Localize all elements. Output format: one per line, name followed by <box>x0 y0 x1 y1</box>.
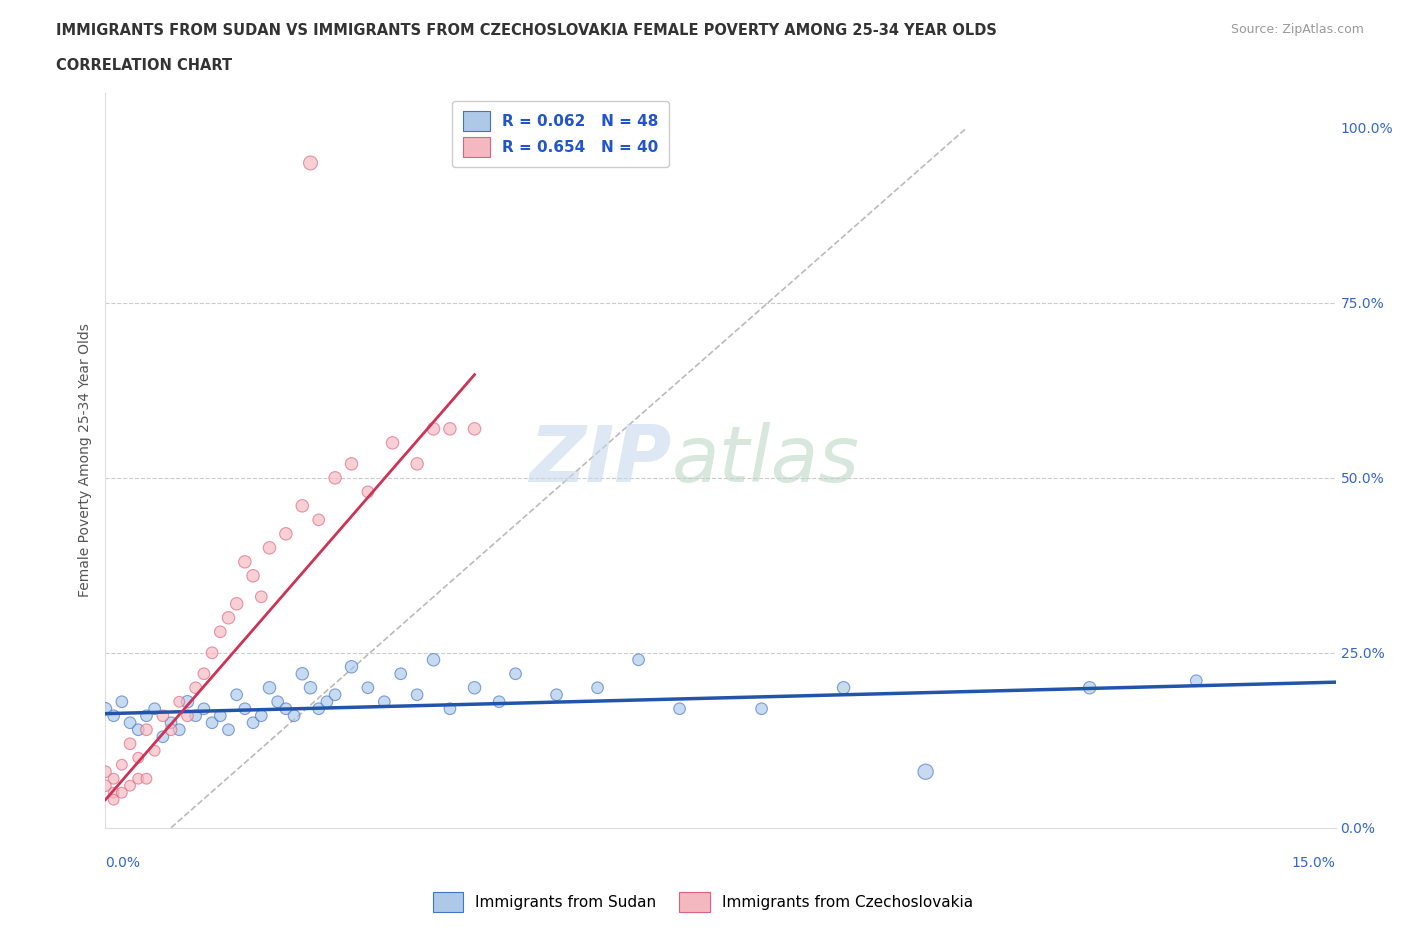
Point <box>103 792 125 807</box>
Point <box>176 695 198 710</box>
Point <box>259 540 281 555</box>
Point <box>233 554 256 569</box>
Point <box>323 687 346 702</box>
Point <box>184 681 207 696</box>
Point <box>340 659 363 674</box>
Point <box>259 681 281 696</box>
Point <box>209 624 232 639</box>
Point <box>160 715 183 730</box>
Text: CORRELATION CHART: CORRELATION CHART <box>56 58 232 73</box>
Point <box>193 701 215 716</box>
Point <box>120 778 141 793</box>
Point <box>357 485 380 499</box>
Text: atlas: atlas <box>672 422 859 498</box>
Point <box>169 723 191 737</box>
Point <box>152 709 174 724</box>
Point <box>627 652 650 667</box>
Point <box>914 764 936 779</box>
Point <box>1078 681 1101 696</box>
Point <box>242 568 264 583</box>
Point <box>308 512 330 527</box>
Point <box>357 681 380 696</box>
Point <box>135 709 157 724</box>
Point <box>169 695 191 710</box>
Point <box>464 421 486 436</box>
Point <box>546 687 568 702</box>
Point <box>94 778 117 793</box>
Point <box>120 715 141 730</box>
Point <box>143 701 166 716</box>
Text: IMMIGRANTS FROM SUDAN VS IMMIGRANTS FROM CZECHOSLOVAKIA FEMALE POVERTY AMONG 25-: IMMIGRANTS FROM SUDAN VS IMMIGRANTS FROM… <box>56 23 997 38</box>
Point <box>103 785 125 800</box>
Point <box>422 421 444 436</box>
Point <box>389 666 412 681</box>
Point <box>111 695 134 710</box>
Point <box>94 701 117 716</box>
Point <box>274 526 297 541</box>
Legend: R = 0.062   N = 48, R = 0.654   N = 40: R = 0.062 N = 48, R = 0.654 N = 40 <box>451 100 669 167</box>
Point <box>406 687 429 702</box>
Point <box>439 701 461 716</box>
Point <box>120 737 141 751</box>
Point <box>233 701 256 716</box>
Point <box>127 751 149 765</box>
Legend: Immigrants from Sudan, Immigrants from Czechoslovakia: Immigrants from Sudan, Immigrants from C… <box>426 886 980 918</box>
Point <box>267 695 290 710</box>
Point <box>1185 673 1208 688</box>
Point <box>201 715 224 730</box>
Point <box>250 590 273 604</box>
Point <box>225 687 247 702</box>
Point <box>668 701 690 716</box>
Point <box>127 771 149 786</box>
Point <box>586 681 609 696</box>
Point <box>439 421 461 436</box>
Point <box>152 729 174 744</box>
Text: ZIP: ZIP <box>529 422 672 498</box>
Point <box>209 709 232 724</box>
Point <box>176 709 198 724</box>
Point <box>218 723 240 737</box>
Point <box>751 701 773 716</box>
Point <box>218 610 240 625</box>
Point <box>103 771 125 786</box>
Point <box>111 757 134 772</box>
Text: 15.0%: 15.0% <box>1292 856 1336 870</box>
Point <box>464 681 486 696</box>
Point <box>193 666 215 681</box>
Point <box>135 723 157 737</box>
Point <box>111 785 134 800</box>
Point <box>160 723 183 737</box>
Point <box>94 764 117 779</box>
Point <box>308 701 330 716</box>
Point <box>505 666 527 681</box>
Point <box>381 435 404 450</box>
Point <box>143 743 166 758</box>
Point <box>242 715 264 730</box>
Point <box>316 695 339 710</box>
Point <box>299 155 322 170</box>
Point <box>274 701 297 716</box>
Point <box>373 695 395 710</box>
Text: 0.0%: 0.0% <box>105 856 141 870</box>
Point <box>323 471 346 485</box>
Point <box>201 645 224 660</box>
Point <box>291 666 314 681</box>
Point <box>488 695 510 710</box>
Point <box>291 498 314 513</box>
Point <box>406 457 429 472</box>
Point <box>250 709 273 724</box>
Point <box>422 652 444 667</box>
Point <box>135 771 157 786</box>
Y-axis label: Female Poverty Among 25-34 Year Olds: Female Poverty Among 25-34 Year Olds <box>79 324 93 597</box>
Point <box>283 709 305 724</box>
Point <box>340 457 363 472</box>
Point <box>832 681 855 696</box>
Text: Source: ZipAtlas.com: Source: ZipAtlas.com <box>1230 23 1364 36</box>
Point <box>103 709 125 724</box>
Point <box>184 709 207 724</box>
Point <box>127 723 149 737</box>
Point <box>299 681 322 696</box>
Point <box>225 596 247 611</box>
